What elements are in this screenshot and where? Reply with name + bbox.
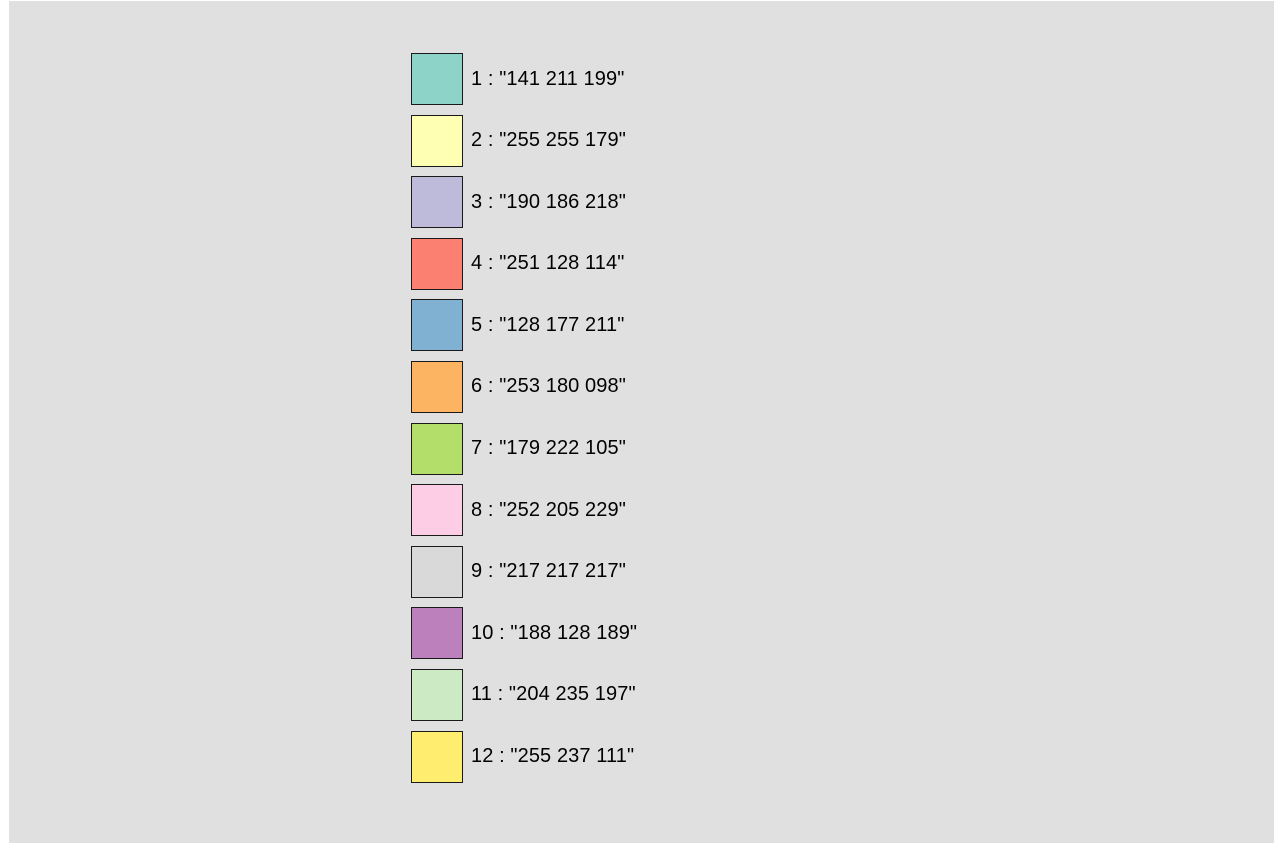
color-palette-list: 1 : "141 211 199" 2 : "255 255 179" 3 : … [411,52,637,791]
swatch-label: 9 : "217 217 217" [471,560,626,583]
swatch-label: 10 : "188 128 189" [471,621,638,644]
swatch-label: 11 : "204 235 197" [471,683,636,706]
color-swatch [411,422,463,475]
color-swatch [411,176,463,229]
swatch-label: 4 : "251 128 114" [471,252,625,275]
swatch-row: 8 : "252 205 229" [411,483,637,537]
swatch-label: 7 : "179 222 105" [471,437,626,460]
palette-canvas: 1 : "141 211 199" 2 : "255 255 179" 3 : … [9,1,1274,843]
swatch-label: 3 : "190 186 218" [471,190,626,213]
swatch-label: 6 : "253 180 098" [471,375,626,398]
swatch-label: 2 : "255 255 179" [471,129,626,152]
swatch-row: 6 : "253 180 098" [411,360,637,414]
swatch-row: 4 : "251 128 114" [411,237,637,291]
swatch-label: 12 : "255 237 111" [471,745,635,768]
color-swatch [411,237,463,290]
swatch-label: 1 : "141 211 199" [471,67,625,90]
swatch-row: 7 : "179 222 105" [411,422,637,476]
swatch-row: 3 : "190 186 218" [411,175,637,229]
color-swatch [411,730,463,783]
swatch-row: 11 : "204 235 197" [411,668,637,722]
swatch-label: 8 : "252 205 229" [471,498,626,521]
swatch-row: 2 : "255 255 179" [411,114,637,168]
color-swatch [411,668,463,721]
color-swatch [411,545,463,598]
swatch-row: 5 : "128 177 211" [411,298,637,352]
swatch-row: 1 : "141 211 199" [411,52,637,106]
color-swatch [411,53,463,105]
color-swatch [411,484,463,537]
color-swatch [411,299,463,352]
swatch-label: 5 : "128 177 211" [471,313,625,336]
swatch-row: 10 : "188 128 189" [411,606,637,660]
swatch-row: 12 : "255 237 111" [411,730,637,784]
color-swatch [411,607,463,660]
swatch-row: 9 : "217 217 217" [411,545,637,599]
color-swatch [411,114,463,167]
color-swatch [411,360,463,413]
